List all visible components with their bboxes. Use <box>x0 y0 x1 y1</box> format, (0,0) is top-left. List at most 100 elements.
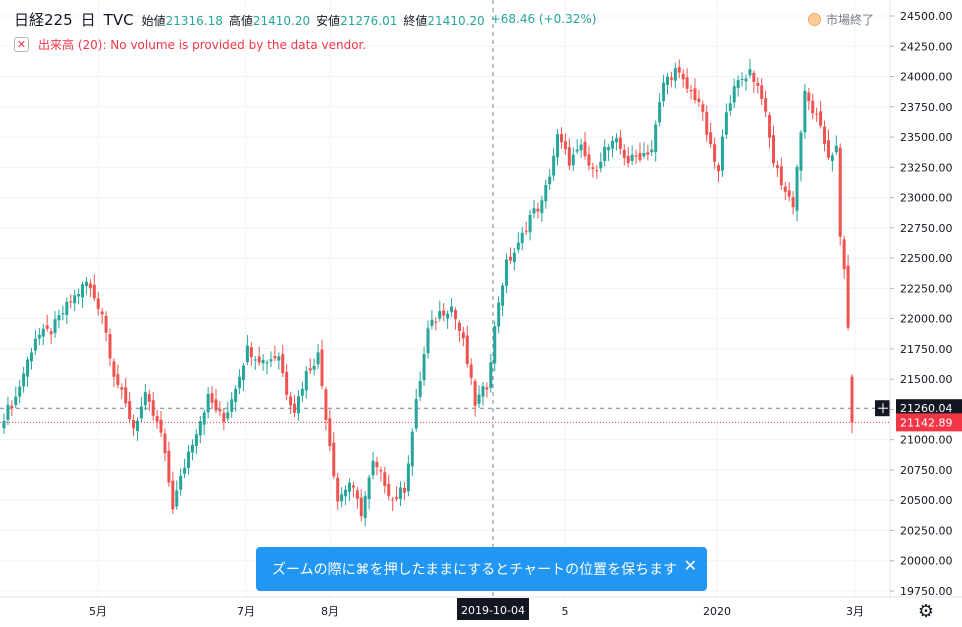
candle-body <box>395 496 399 499</box>
price-tick-label: 20500.00 <box>900 494 953 507</box>
candle-body <box>599 161 603 169</box>
candle-body <box>438 311 442 319</box>
candle-body <box>826 140 830 158</box>
candle <box>756 77 760 94</box>
candle-body <box>410 431 414 467</box>
candle <box>834 135 838 156</box>
candle-body <box>2 420 6 429</box>
candle-body <box>457 322 461 332</box>
candle-body <box>614 138 618 143</box>
candle <box>748 58 752 79</box>
candle <box>567 138 571 171</box>
candle-body <box>611 140 615 149</box>
candle-body <box>838 147 842 237</box>
candle-body <box>783 186 787 192</box>
candle-body <box>10 405 14 409</box>
candle-body <box>316 352 320 365</box>
candle-body <box>379 470 383 472</box>
candle <box>823 120 827 152</box>
candle <box>501 282 505 317</box>
price-tick-label: 20750.00 <box>900 464 953 477</box>
candle-body <box>108 333 112 359</box>
candle-body <box>807 92 811 102</box>
last-price-label: 21142.89 <box>900 416 953 429</box>
candle <box>234 385 238 412</box>
candle-body <box>740 79 744 81</box>
candle-body <box>540 200 544 214</box>
price-tick-label: 24250.00 <box>900 40 953 53</box>
candle-body <box>202 412 206 425</box>
candle-body <box>713 144 717 162</box>
candle-body <box>771 135 775 164</box>
candle-body <box>426 328 430 354</box>
candle <box>296 390 300 421</box>
candle-body <box>442 310 446 316</box>
candle-body <box>752 72 756 83</box>
candle <box>516 232 520 253</box>
candle-body <box>69 301 73 303</box>
candle <box>100 307 104 325</box>
candle <box>791 191 795 215</box>
candle-body <box>100 311 104 315</box>
candle-body <box>461 332 465 339</box>
candle <box>520 226 524 251</box>
candle-body <box>230 399 234 412</box>
candle-body <box>77 293 81 297</box>
candle <box>446 310 450 329</box>
interval-label[interactable]: 日 <box>80 11 96 29</box>
close-icon[interactable]: ✕ <box>683 556 697 575</box>
candle <box>846 254 850 331</box>
candle <box>351 481 355 498</box>
candle-body <box>159 419 163 433</box>
candle <box>764 90 768 118</box>
candle <box>147 389 151 411</box>
candle <box>253 356 257 371</box>
close-icon[interactable]: ✕ <box>14 37 29 52</box>
candle <box>265 359 269 375</box>
candle-body <box>88 283 92 289</box>
candle <box>375 456 379 476</box>
candle <box>167 441 171 487</box>
candle <box>132 414 136 437</box>
settings-icon[interactable]: ⚙ <box>917 601 935 622</box>
candle-body <box>548 176 552 185</box>
candle <box>453 307 457 330</box>
candle <box>709 122 713 148</box>
price-tick-label: 23500.00 <box>900 131 953 144</box>
candle-body <box>128 401 132 420</box>
candle-body <box>571 154 575 166</box>
candle-body <box>371 460 375 476</box>
candle <box>771 125 775 168</box>
candle <box>642 142 646 159</box>
crosshair-date-tag <box>457 598 529 620</box>
candle-body <box>756 82 760 86</box>
candle <box>783 181 787 201</box>
candle-body <box>414 399 418 429</box>
candle-body <box>673 68 677 81</box>
price-tick-label: 22750.00 <box>900 222 953 235</box>
candle <box>328 409 332 451</box>
candle-body <box>720 136 724 171</box>
price-tick-label: 20250.00 <box>900 524 953 537</box>
crosshair <box>492 0 891 597</box>
price-tick-label: 21000.00 <box>900 434 953 447</box>
symbol-name[interactable]: 日経225 <box>14 11 73 29</box>
candle <box>187 445 191 475</box>
candle-body <box>532 208 536 214</box>
candle-body <box>846 265 850 328</box>
candle <box>630 145 634 166</box>
candle <box>6 396 10 425</box>
candle <box>128 391 132 424</box>
candle-body <box>422 354 426 381</box>
candle-body <box>340 494 344 502</box>
candle <box>611 136 615 158</box>
candle-body <box>575 149 579 152</box>
candle <box>779 157 783 190</box>
candle <box>81 281 85 309</box>
market-status[interactable]: 市場終了 <box>808 11 874 28</box>
candle-body <box>281 354 285 374</box>
volume-indicator: ✕ 出来高 (20): No volume is provided by the… <box>14 36 366 53</box>
crosshair-price-tag <box>896 399 962 418</box>
candle-body <box>84 281 88 287</box>
